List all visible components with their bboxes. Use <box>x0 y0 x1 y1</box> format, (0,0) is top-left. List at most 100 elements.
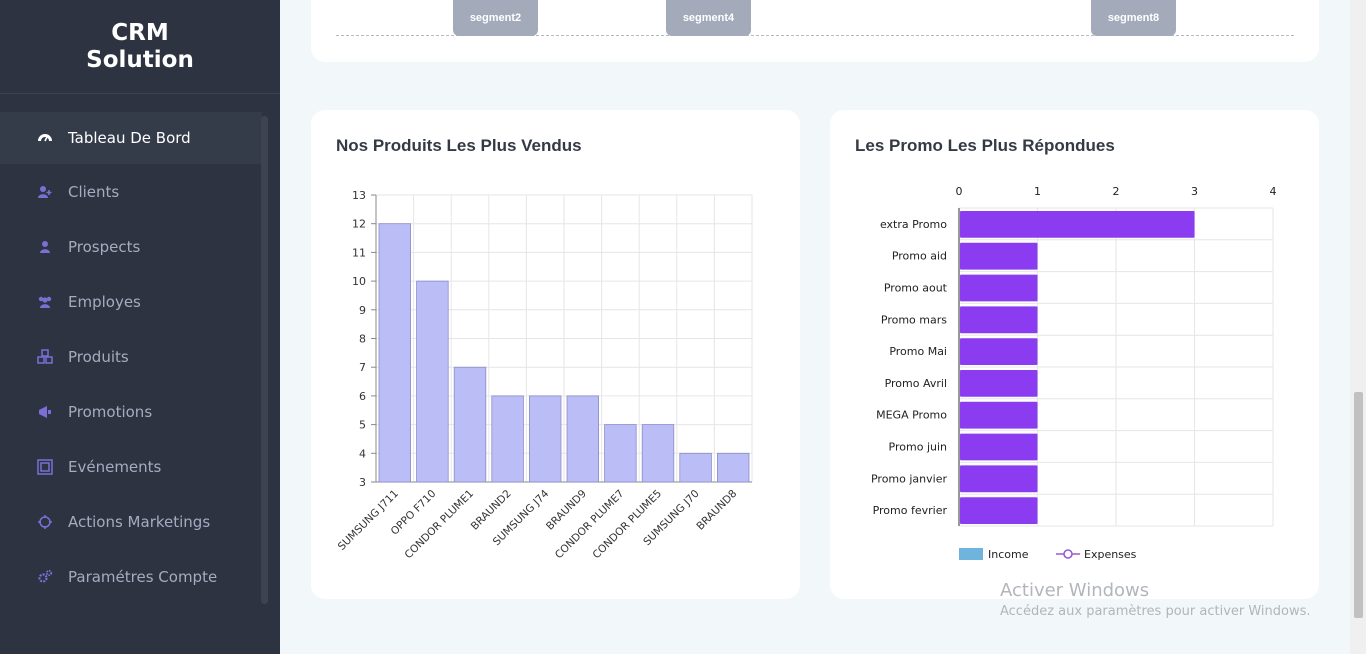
sidebar: CRM Solution Tableau De Bord Clients Pro… <box>0 0 280 654</box>
y-tick-label: 6 <box>359 390 366 403</box>
sidebar-item-prospects[interactable]: Prospects <box>0 219 262 274</box>
x-tick-label: CONDOR PLUME5 <box>590 488 664 562</box>
brand-line1: CRM <box>111 19 169 46</box>
sidebar-item-clients[interactable]: Clients <box>0 164 262 219</box>
sidebar-item-label: Actions Marketings <box>68 512 211 531</box>
x-tick-label: 2 <box>1113 185 1120 198</box>
x-tick-label: 1 <box>1034 185 1041 198</box>
sidebar-item-label: Promotions <box>68 402 153 421</box>
y-tick-label: 7 <box>359 361 366 374</box>
bar <box>960 433 1038 461</box>
gears-icon <box>36 568 54 586</box>
sidebar-item-label: Clients <box>68 182 120 201</box>
bar <box>641 424 675 483</box>
sidebar-item-label: Evénements <box>68 457 162 476</box>
dashboard-icon <box>36 129 54 147</box>
watermark-subtitle: Accédez aux paramètres pour activer Wind… <box>1000 604 1311 619</box>
bar <box>604 424 637 483</box>
bar <box>960 401 1038 429</box>
y-tick-label: Promo mars <box>881 313 947 326</box>
sidebar-nav: Tableau De Bord Clients Prospects Employ… <box>0 112 262 604</box>
y-tick-label: extra Promo <box>880 218 947 231</box>
brand-line2: Solution <box>86 46 194 73</box>
y-tick-label: Promo fevrier <box>873 504 948 517</box>
brand-logo[interactable]: CRM Solution <box>0 0 280 94</box>
bar <box>960 274 1038 302</box>
page-scrollbar[interactable] <box>1350 0 1366 654</box>
bar <box>491 395 524 483</box>
sidebar-item-label: Paramétres Compte <box>68 567 218 586</box>
y-tick-label: 11 <box>352 246 366 259</box>
y-tick-label: 5 <box>359 419 366 432</box>
bar <box>378 223 412 483</box>
card-title: Les Promo Les Plus Répondues <box>855 136 1115 155</box>
bar <box>960 211 1195 238</box>
y-tick-label: 3 <box>359 476 366 489</box>
cubes-icon <box>36 348 54 366</box>
sidebar-item-tableau-de-bord[interactable]: Tableau De Bord <box>0 112 262 164</box>
y-tick-label: 10 <box>352 275 366 288</box>
x-tick-label: CONDOR PLUME1 <box>402 488 476 562</box>
sidebar-item-promotions[interactable]: Promotions <box>0 384 262 439</box>
y-tick-label: 4 <box>359 447 366 460</box>
x-tick-label: 4 <box>1270 185 1277 198</box>
y-tick-label: Promo aout <box>884 282 948 295</box>
bar <box>528 395 562 483</box>
segment-tag[interactable]: segment8 <box>1091 0 1176 36</box>
megaphone-icon <box>36 403 54 421</box>
bar <box>566 395 600 483</box>
y-tick-label: Promo Mai <box>889 345 947 358</box>
legend-income-label: Income <box>988 548 1029 561</box>
legend-expenses-label: Expenses <box>1084 548 1137 561</box>
sidebar-item-produits[interactable]: Produits <box>0 329 262 384</box>
page-scrollbar-thumb[interactable] <box>1354 392 1363 618</box>
user-icon <box>36 238 54 256</box>
watermark-title: Activer Windows <box>1000 580 1150 601</box>
x-tick-label: BRAUND8 <box>694 488 739 533</box>
sidebar-scrollbar[interactable] <box>261 116 268 604</box>
segment-tag[interactable]: segment4 <box>666 0 751 36</box>
x-tick-label: 3 <box>1191 185 1198 198</box>
sidebar-item-evenements[interactable]: Evénements <box>0 439 262 494</box>
y-tick-label: 9 <box>359 304 366 317</box>
x-tick-label: SUMSUNG J711 <box>336 488 401 553</box>
dashed-divider <box>336 35 1294 36</box>
x-tick-label: 0 <box>956 185 963 198</box>
sidebar-item-parametres-compte[interactable]: Paramétres Compte <box>0 549 262 604</box>
legend-expenses-marker <box>1063 549 1073 559</box>
bar <box>960 338 1038 365</box>
y-tick-label: Promo Avril <box>885 377 947 390</box>
y-tick-label: Promo juin <box>889 441 947 454</box>
bar <box>960 465 1038 493</box>
crosshair-icon <box>36 513 54 531</box>
sidebar-item-label: Tableau De Bord <box>68 129 191 147</box>
user-plus-icon <box>36 183 54 201</box>
bar <box>679 452 712 483</box>
sidebar-item-employes[interactable]: Employes <box>0 274 262 329</box>
y-tick-label: 13 <box>352 189 366 202</box>
bar <box>960 242 1038 270</box>
users-icon <box>36 293 54 311</box>
sidebar-item-label: Employes <box>68 292 141 311</box>
y-tick-label: Promo janvier <box>871 472 947 485</box>
segments-card: segment2 segment4 segment8 <box>311 0 1319 62</box>
promos-bar-chart: 0 1 2 3 4 extra Promo Promo aid Promo aout Promo… <box>871 185 1277 561</box>
y-tick-label: 12 <box>352 218 366 231</box>
top-products-card: Nos Produits Les Plus Vendus 3 4 5 6 7 8 9 10 11… <box>311 110 800 599</box>
segment-tag[interactable]: segment2 <box>453 0 538 36</box>
sidebar-item-label: Produits <box>68 347 129 366</box>
bar <box>453 366 487 483</box>
main-content: segment2 segment4 segment8 Nos Produits … <box>280 0 1350 654</box>
x-tick-label: CONDOR PLUME7 <box>553 488 627 562</box>
bar <box>960 370 1038 397</box>
y-tick-label: Promo aid <box>892 250 947 263</box>
windows-activation-watermark: Activer Windows Accédez aux paramètres p… <box>1000 580 1311 619</box>
y-tick-label: MEGA Promo <box>876 409 947 422</box>
legend-income-swatch <box>959 548 983 560</box>
sidebar-item-actions-marketings[interactable]: Actions Marketings <box>0 494 262 549</box>
bar <box>960 497 1038 524</box>
y-tick-label: 8 <box>359 333 366 346</box>
top-promos-card: Les Promo Les Plus Répondues 0 1 2 3 4 extra … <box>830 110 1319 599</box>
card-title: Nos Produits Les Plus Vendus <box>336 136 582 155</box>
